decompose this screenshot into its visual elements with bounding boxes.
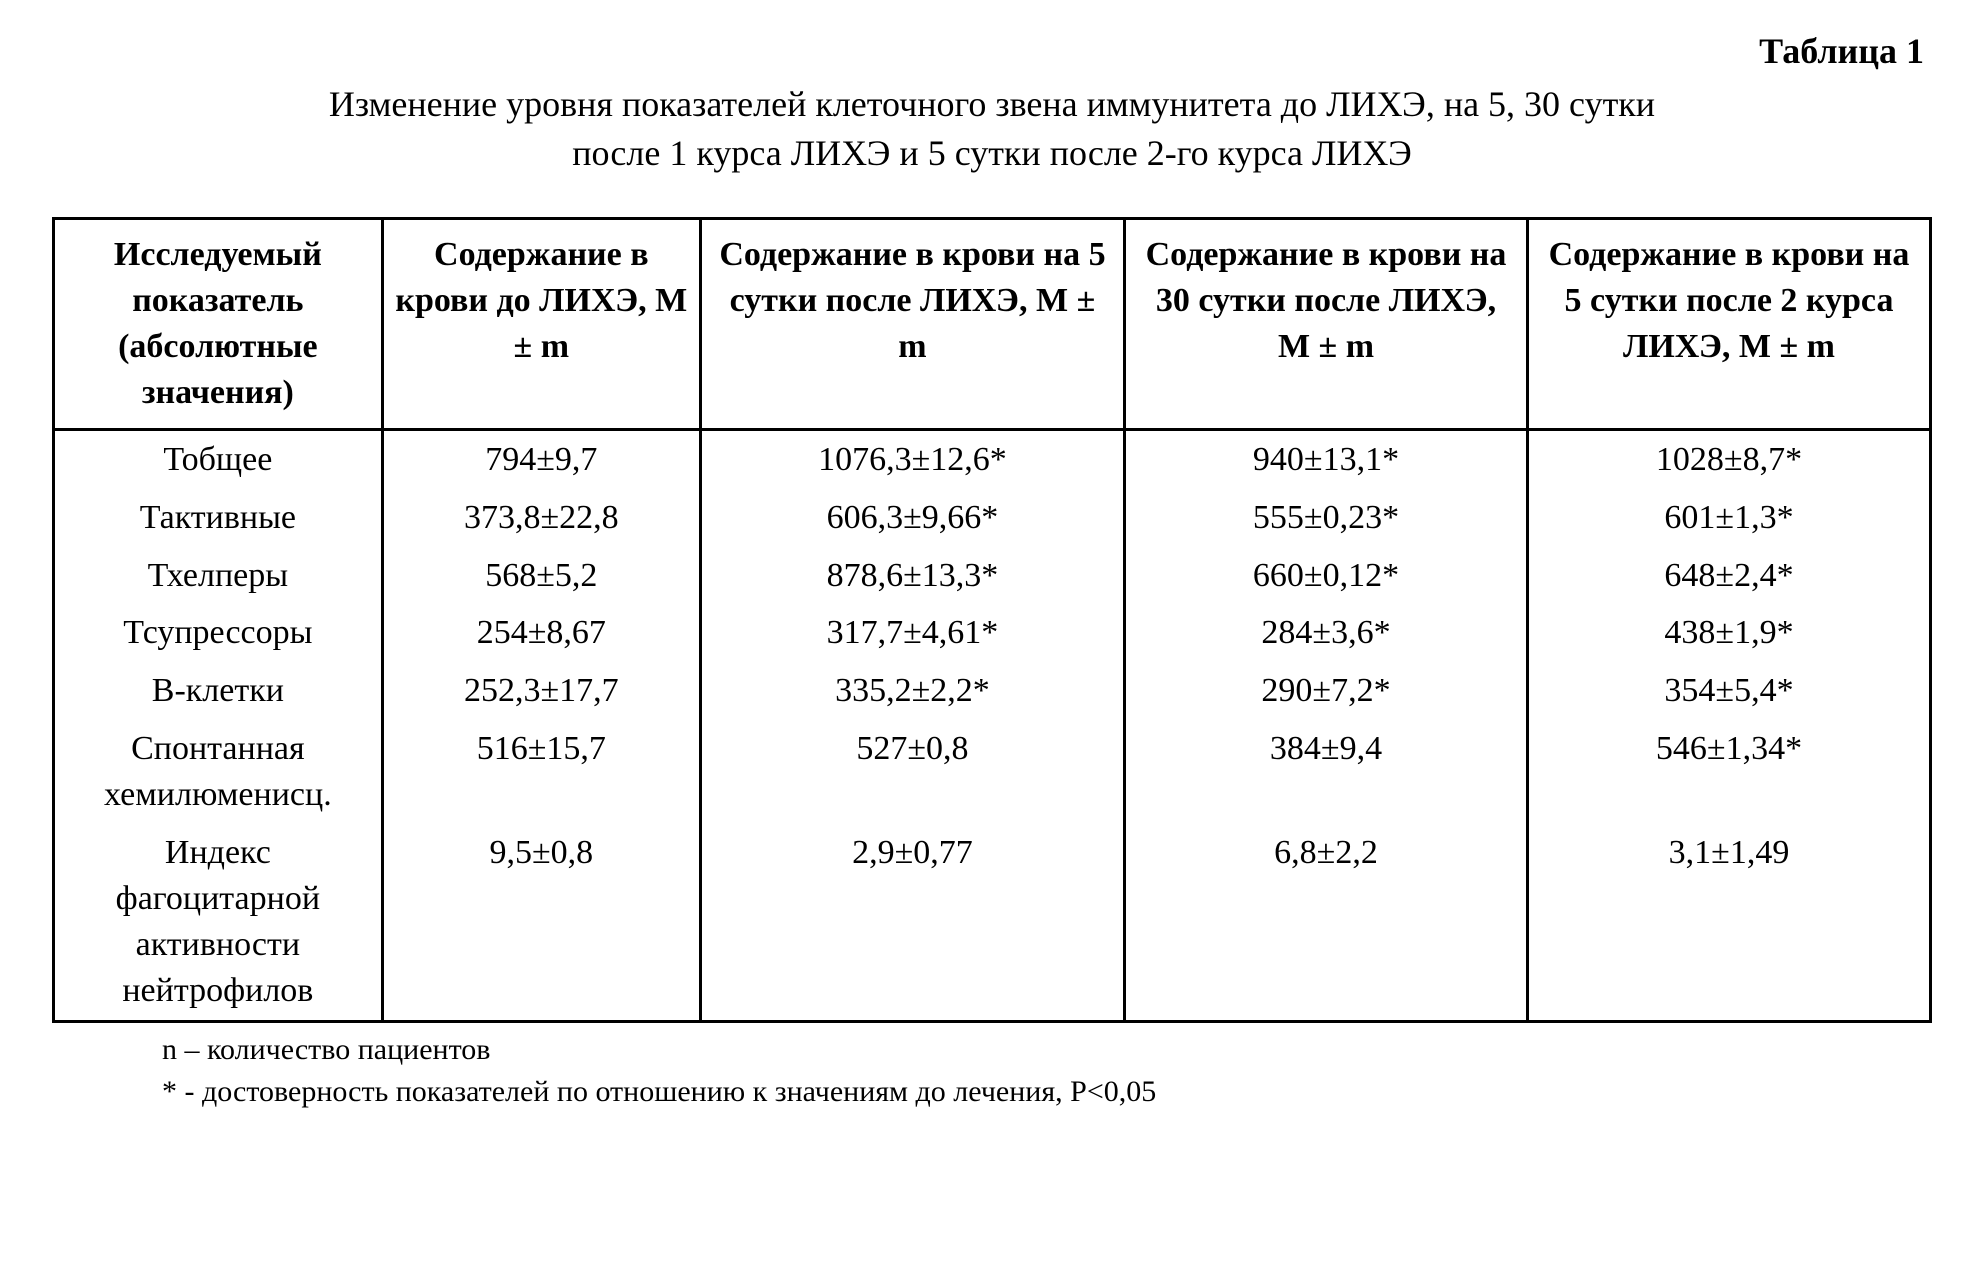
cell-value: 660±0,12* [1125, 547, 1528, 605]
cell-value: 9,5±0,8 [382, 824, 700, 1021]
row-label: В-клетки [54, 662, 383, 720]
table-row: Тхелперы 568±5,2 878,6±13,3* 660±0,12* 6… [54, 547, 1931, 605]
col-header-day5-course1: Содержание в крови на 5 сутки после ЛИХЭ… [700, 219, 1124, 430]
cell-value: 354±5,4* [1528, 662, 1931, 720]
table-row: Тактивные 373,8±22,8 606,3±9,66* 555±0,2… [54, 489, 1931, 547]
cell-value: 516±15,7 [382, 720, 700, 824]
table-header-row: Исследуемый показатель (абсолютные значе… [54, 219, 1931, 430]
footnote-n: n – количество пациентов [162, 1029, 1932, 1071]
cell-value: 2,9±0,77 [700, 824, 1124, 1021]
cell-value: 254±8,67 [382, 604, 700, 662]
cell-value: 284±3,6* [1125, 604, 1528, 662]
row-label: Тсупрессоры [54, 604, 383, 662]
cell-value: 335,2±2,2* [700, 662, 1124, 720]
data-table: Исследуемый показатель (абсолютные значе… [52, 217, 1932, 1022]
col-header-day5-course2: Содержание в крови на 5 сутки после 2 ку… [1528, 219, 1931, 430]
footnotes-block: n – количество пациентов * - достовернос… [52, 1029, 1932, 1113]
table-row: Спонтанная хемилюменисц. 516±15,7 527±0,… [54, 720, 1931, 824]
cell-value: 373,8±22,8 [382, 489, 700, 547]
cell-value: 555±0,23* [1125, 489, 1528, 547]
table-row: Тсупрессоры 254±8,67 317,7±4,61* 284±3,6… [54, 604, 1931, 662]
cell-value: 1076,3±12,6* [700, 429, 1124, 488]
cell-value: 606,3±9,66* [700, 489, 1124, 547]
cell-value: 527±0,8 [700, 720, 1124, 824]
row-label: Тактивные [54, 489, 383, 547]
row-label: Индекс фагоцитарной активности нейтрофил… [54, 824, 383, 1021]
cell-value: 1028±8,7* [1528, 429, 1931, 488]
cell-value: 648±2,4* [1528, 547, 1931, 605]
col-header-day30-course1: Содержание в крови на 30 сутки после ЛИХ… [1125, 219, 1528, 430]
footnote-star: * - достоверность показателей по отношен… [162, 1071, 1932, 1113]
cell-value: 878,6±13,3* [700, 547, 1124, 605]
cell-value: 384±9,4 [1125, 720, 1528, 824]
cell-value: 940±13,1* [1125, 429, 1528, 488]
table-row: Тобщее 794±9,7 1076,3±12,6* 940±13,1* 10… [54, 429, 1931, 488]
col-header-before: Содержание в крови до ЛИХЭ, M ± m [382, 219, 700, 430]
cell-value: 317,7±4,61* [700, 604, 1124, 662]
cell-value: 6,8±2,2 [1125, 824, 1528, 1021]
cell-value: 438±1,9* [1528, 604, 1931, 662]
row-label: Спонтанная хемилюменисц. [54, 720, 383, 824]
table-row: В-клетки 252,3±17,7 335,2±2,2* 290±7,2* … [54, 662, 1931, 720]
cell-value: 252,3±17,7 [382, 662, 700, 720]
table-number-label: Таблица 1 [40, 30, 1944, 72]
cell-value: 546±1,34* [1528, 720, 1931, 824]
cell-value: 3,1±1,49 [1528, 824, 1931, 1021]
row-label: Тхелперы [54, 547, 383, 605]
cell-value: 568±5,2 [382, 547, 700, 605]
caption-line-1: Изменение уровня показателей клеточного … [329, 84, 1655, 124]
row-label: Тобщее [54, 429, 383, 488]
cell-value: 794±9,7 [382, 429, 700, 488]
col-header-parameter: Исследуемый показатель (абсолютные значе… [54, 219, 383, 430]
table-row: Индекс фагоцитарной активности нейтрофил… [54, 824, 1931, 1021]
caption-line-2: после 1 курса ЛИХЭ и 5 сутки после 2-го … [572, 133, 1411, 173]
cell-value: 601±1,3* [1528, 489, 1931, 547]
cell-value: 290±7,2* [1125, 662, 1528, 720]
table-caption: Изменение уровня показателей клеточного … [67, 80, 1917, 177]
